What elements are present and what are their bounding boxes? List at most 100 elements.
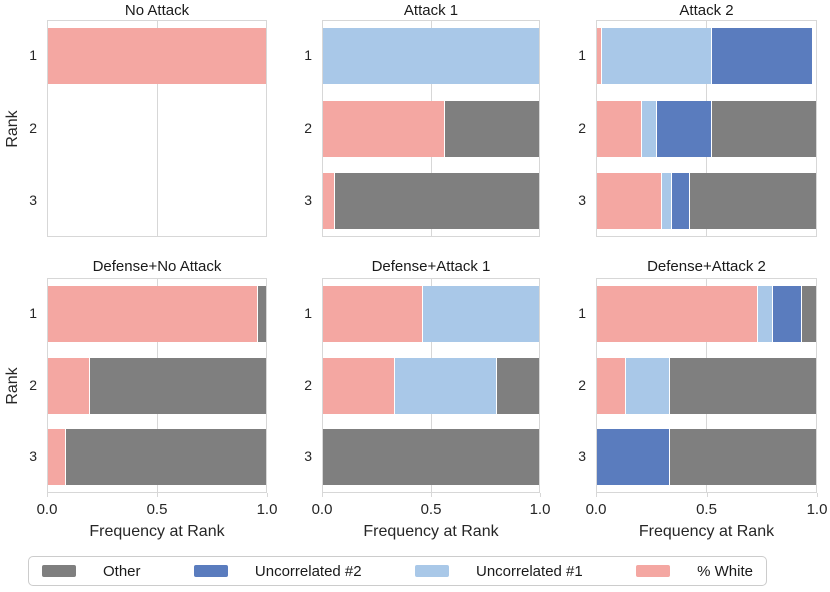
y-tick-label: 2 xyxy=(304,376,312,393)
x-tick-mark xyxy=(157,493,158,497)
legend-swatch-white-icon xyxy=(636,565,671,577)
y-tick-label: 2 xyxy=(578,376,586,393)
x-axis-label: Frequency at Rank xyxy=(363,523,499,540)
bar-segment-other xyxy=(800,285,816,342)
bar-segment-white xyxy=(597,100,641,157)
y-tick-label: 3 xyxy=(304,448,312,465)
legend-item-unc1: Uncorrelated #1 xyxy=(415,563,583,580)
stacked-bar-rank-2 xyxy=(597,100,816,157)
bar-segment-other xyxy=(257,285,266,342)
plot-area xyxy=(47,20,267,237)
x-tick-mark xyxy=(267,493,268,497)
stacked-bar-rank-2 xyxy=(323,357,539,414)
bar-segment-white xyxy=(48,429,66,486)
bar-segment-unc1 xyxy=(422,285,539,342)
gridline-0p5 xyxy=(156,21,158,236)
legend-item-unc2: Uncorrelated #2 xyxy=(193,562,362,580)
x-tick-mark xyxy=(817,493,818,497)
y-tick-label: 1 xyxy=(304,47,312,64)
subplot-title: Defense+Attack 1 xyxy=(371,258,491,275)
bar-segment-white xyxy=(323,357,395,414)
y-tick-label: 1 xyxy=(578,47,586,64)
legend: Other Uncorrelated #2 Uncorrelated #1 % Whi… xyxy=(28,556,767,586)
bar-segment-other xyxy=(669,429,816,486)
subplot-title: Attack 1 xyxy=(403,2,459,19)
legend-item-white: % White xyxy=(636,563,753,580)
y-axis-label: Rank xyxy=(4,366,21,405)
subplot-title: Attack 2 xyxy=(679,2,734,19)
bar-segment-white xyxy=(597,172,661,229)
x-tick-mark xyxy=(47,493,48,497)
bar-segment-unc1 xyxy=(660,172,672,229)
legend-swatch-other-icon xyxy=(42,565,76,577)
legend-item-other: Other xyxy=(42,563,141,580)
bar-segment-white xyxy=(323,172,334,229)
subplot-title: Defense+No Attack xyxy=(92,258,222,275)
bar-segment-other xyxy=(669,357,816,414)
y-axis-label: Rank xyxy=(4,109,21,148)
stacked-bar-rank-3 xyxy=(48,429,266,486)
bar-segment-white xyxy=(48,285,258,342)
stacked-bar-rank-2 xyxy=(48,357,266,414)
x-tick-label: 0.0 xyxy=(585,501,607,518)
bar-segment-other xyxy=(443,100,539,157)
bar-segment-other xyxy=(688,172,816,229)
plot-area xyxy=(596,278,817,493)
plot-area xyxy=(322,278,540,493)
bar-segment-other xyxy=(65,429,266,486)
stacked-bar-rank-2 xyxy=(323,100,539,157)
x-tick-mark xyxy=(322,493,323,497)
x-tick-label: 1.0 xyxy=(806,501,828,518)
bar-segment-white xyxy=(597,357,626,414)
bar-segment-white xyxy=(48,28,266,85)
legend-label: Uncorrelated #2 xyxy=(254,562,362,580)
x-tick-label: 0.0 xyxy=(36,501,58,518)
bar-segment-unc2 xyxy=(772,285,801,342)
x-axis-label: Frequency at Rank xyxy=(89,523,225,540)
y-tick-label: 2 xyxy=(29,376,37,393)
legend-swatch-unc2-icon xyxy=(193,565,228,577)
bar-segment-unc1 xyxy=(625,357,670,414)
y-tick-label: 2 xyxy=(304,119,312,136)
legend-label: Uncorrelated #1 xyxy=(476,562,583,580)
y-tick-label: 2 xyxy=(578,119,586,136)
bar-segment-unc1 xyxy=(756,285,773,342)
bar-segment-unc2 xyxy=(710,28,812,85)
plot-area xyxy=(596,20,817,237)
y-tick-label: 1 xyxy=(29,304,37,321)
bar-segment-white xyxy=(597,285,757,342)
stacked-bar-rank-1 xyxy=(597,28,816,85)
subplot-title: Defense+Attack 2 xyxy=(647,258,766,275)
bar-segment-unc1 xyxy=(394,357,496,414)
bar-segment-unc1 xyxy=(323,28,539,85)
bar-segment-unc2 xyxy=(656,100,711,157)
bar-segment-white xyxy=(597,28,602,85)
bar-segment-other xyxy=(333,172,539,229)
x-tick-label: 0.5 xyxy=(146,501,168,518)
bar-segment-white xyxy=(323,100,444,157)
stacked-bar-rank-2 xyxy=(597,357,816,414)
stacked-bar-rank-3 xyxy=(323,429,539,486)
stacked-bar-rank-3 xyxy=(597,172,816,229)
bar-segment-unc2 xyxy=(671,172,689,229)
legend-label: % White xyxy=(697,562,753,580)
y-tick-label: 3 xyxy=(578,191,586,208)
subplot-title: No Attack xyxy=(124,2,190,19)
bar-segment-unc1 xyxy=(640,100,657,157)
bar-segment-unc2 xyxy=(597,429,670,486)
stacked-bar-rank-1 xyxy=(48,285,266,342)
stacked-bar-rank-1 xyxy=(323,28,539,85)
stacked-bar-rank-1 xyxy=(48,28,266,85)
bar-segment-other xyxy=(323,429,539,486)
bar-segment-other xyxy=(710,100,816,157)
plot-area xyxy=(322,20,540,237)
stacked-bar-rank-3 xyxy=(597,429,816,486)
bar-segment-white xyxy=(323,285,423,342)
stacked-bar-rank-1 xyxy=(597,285,816,342)
x-tick-label: 1.0 xyxy=(256,501,278,518)
x-tick-mark xyxy=(706,493,708,497)
x-tick-label: 0.0 xyxy=(311,501,333,518)
y-tick-label: 1 xyxy=(304,304,312,321)
x-tick-label: 0.5 xyxy=(420,501,442,518)
bar-segment-other xyxy=(495,357,539,414)
